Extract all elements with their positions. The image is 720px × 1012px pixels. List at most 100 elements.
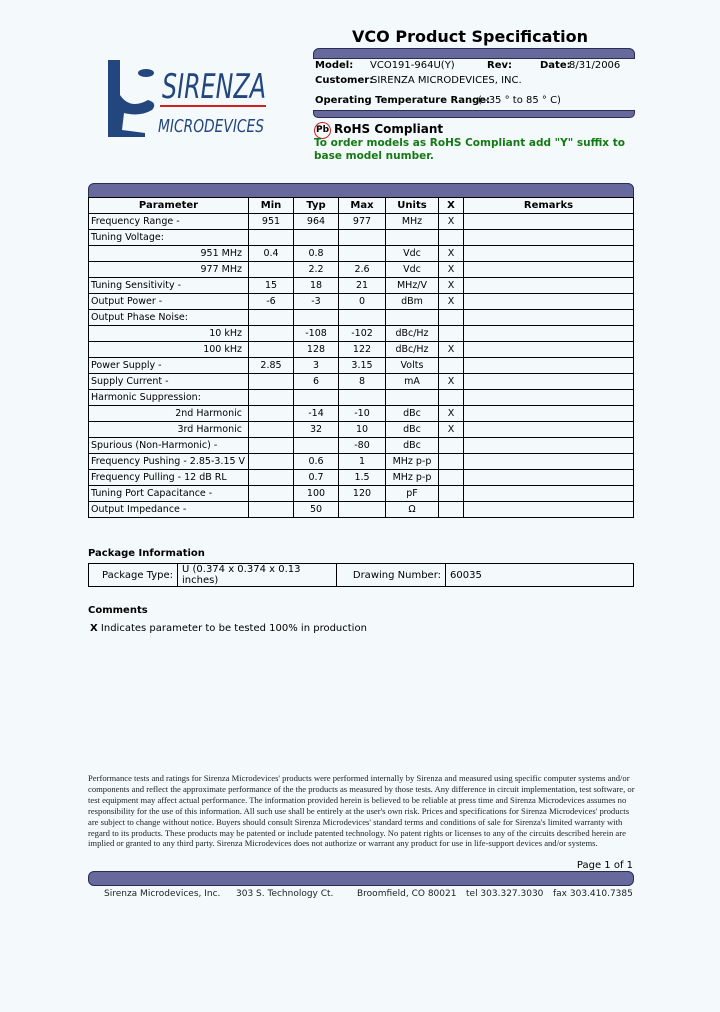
cell-remarks — [463, 389, 634, 406]
table-row: 100 kHz 128 122 dBc/Hz X — [88, 341, 634, 358]
table-row: Frequency Pushing - 2.85-3.15 V 0.6 1 MHz p… — [88, 453, 634, 470]
cell-param: Tuning Port Capacitance - — [88, 485, 249, 502]
cell-typ — [293, 309, 339, 326]
drawing-number-label: Drawing Number: — [336, 563, 446, 587]
table-row: 951 MHz 0.4 0.8 Vdc X — [88, 245, 634, 262]
table-row: Output Phase Noise: — [88, 309, 634, 326]
cell-param: Output Phase Noise: — [88, 309, 249, 326]
cell-units: dBm — [385, 293, 439, 310]
cell-max: 21 — [338, 277, 386, 294]
table-row: Tuning Port Capacitance - 100 120 pF — [88, 485, 634, 502]
cell-max: 0 — [338, 293, 386, 310]
cell-param: Tuning Sensitivity - — [88, 277, 249, 294]
cell-remarks — [463, 229, 634, 246]
cell-min — [248, 405, 294, 422]
cell-typ — [293, 389, 339, 406]
cell-units: Ω — [385, 501, 439, 518]
cell-remarks — [463, 437, 634, 454]
cell-param: 10 kHz — [88, 325, 249, 342]
column-header: Remarks — [463, 197, 634, 214]
cell-min: 951 — [248, 213, 294, 230]
package-table: Package Type: U (0.374 x 0.374 x 0.13 in… — [88, 563, 634, 587]
cell-remarks — [463, 325, 634, 342]
cell-max: 3.15 — [338, 357, 386, 374]
table-row: Frequency Range -951 964 977 MHz X — [88, 213, 634, 230]
cell-typ: 0.6 — [293, 453, 339, 470]
cell-typ: 0.8 — [293, 245, 339, 262]
cell-x — [438, 437, 464, 454]
cell-max: -102 — [338, 325, 386, 342]
package-type-value: U (0.374 x 0.374 x 0.13 inches) — [177, 563, 337, 587]
cell-min — [248, 341, 294, 358]
comment-line: X Indicates parameter to be tested 100% … — [90, 623, 367, 634]
cell-min: 15 — [248, 277, 294, 294]
cell-x — [438, 485, 464, 502]
temp-value: ( -35 ° to 85 ° C) — [478, 95, 561, 106]
cell-min — [248, 421, 294, 438]
cell-units: MHz/V — [385, 277, 439, 294]
cell-x: X — [438, 405, 464, 422]
cell-typ: 32 — [293, 421, 339, 438]
cell-units: MHz — [385, 213, 439, 230]
cell-remarks — [463, 213, 634, 230]
cell-max: 120 — [338, 485, 386, 502]
cell-x — [438, 309, 464, 326]
customer-label: Customer: — [315, 75, 374, 86]
footer-city: Broomfield, CO 80021 — [357, 889, 457, 899]
cell-param: Output Impedance - — [88, 501, 249, 518]
temp-label: Operating Temperature Range: — [315, 95, 491, 106]
table-row: Frequency Pulling - 12 dB RL 0.7 1.5 MHz p-… — [88, 469, 634, 486]
cell-param: 951 MHz — [88, 245, 249, 262]
cell-x: X — [438, 245, 464, 262]
date-value: 8/31/2006 — [569, 60, 621, 71]
cell-param: Output Power - — [88, 293, 249, 310]
cell-max — [338, 389, 386, 406]
cell-max: 1 — [338, 453, 386, 470]
column-header: Max — [338, 197, 386, 214]
customer-value: SIRENZA MICRODEVICES, INC. — [371, 75, 522, 86]
cell-x — [438, 501, 464, 518]
cell-param: 3rd Harmonic — [88, 421, 249, 438]
rohs-title: RoHS Compliant — [334, 122, 444, 136]
column-header: Parameter — [88, 197, 249, 214]
header-band-bottom — [313, 110, 635, 118]
spec-header-row: Parameter Min Typ Max Units X Remarks — [88, 197, 634, 214]
cell-typ: -14 — [293, 405, 339, 422]
column-header: X — [438, 197, 464, 214]
cell-x — [438, 469, 464, 486]
cell-typ: 2.2 — [293, 261, 339, 278]
cell-max — [338, 501, 386, 518]
date-label: Date: — [540, 60, 571, 71]
cell-x: X — [438, 341, 464, 358]
cell-units: dBc — [385, 405, 439, 422]
cell-units: MHz p-p — [385, 469, 439, 486]
cell-typ: 0.7 — [293, 469, 339, 486]
cell-units — [385, 229, 439, 246]
cell-max: 2.6 — [338, 261, 386, 278]
comment-text: Indicates parameter to be tested 100% in… — [100, 623, 367, 634]
column-header: Typ — [293, 197, 339, 214]
cell-x — [438, 357, 464, 374]
cell-max: 1.5 — [338, 469, 386, 486]
spec-table-band — [88, 183, 634, 198]
cell-max: 10 — [338, 421, 386, 438]
cell-max — [338, 229, 386, 246]
cell-remarks — [463, 341, 634, 358]
cell-min — [248, 325, 294, 342]
cell-x: X — [438, 293, 464, 310]
cell-max: -80 — [338, 437, 386, 454]
cell-typ: -3 — [293, 293, 339, 310]
cell-min — [248, 309, 294, 326]
cell-param: Frequency Pulling - 12 dB RL — [88, 469, 249, 486]
cell-param: Harmonic Suppression: — [88, 389, 249, 406]
cell-x — [438, 229, 464, 246]
cell-units — [385, 309, 439, 326]
cell-max: 122 — [338, 341, 386, 358]
cell-param: Frequency Range - — [88, 213, 249, 230]
cell-units: dBc — [385, 437, 439, 454]
cell-param: 977 MHz — [88, 261, 249, 278]
table-row: Output Impedance - 50 Ω — [88, 501, 634, 518]
cell-typ: 50 — [293, 501, 339, 518]
cell-typ: 100 — [293, 485, 339, 502]
cell-typ: 964 — [293, 213, 339, 230]
